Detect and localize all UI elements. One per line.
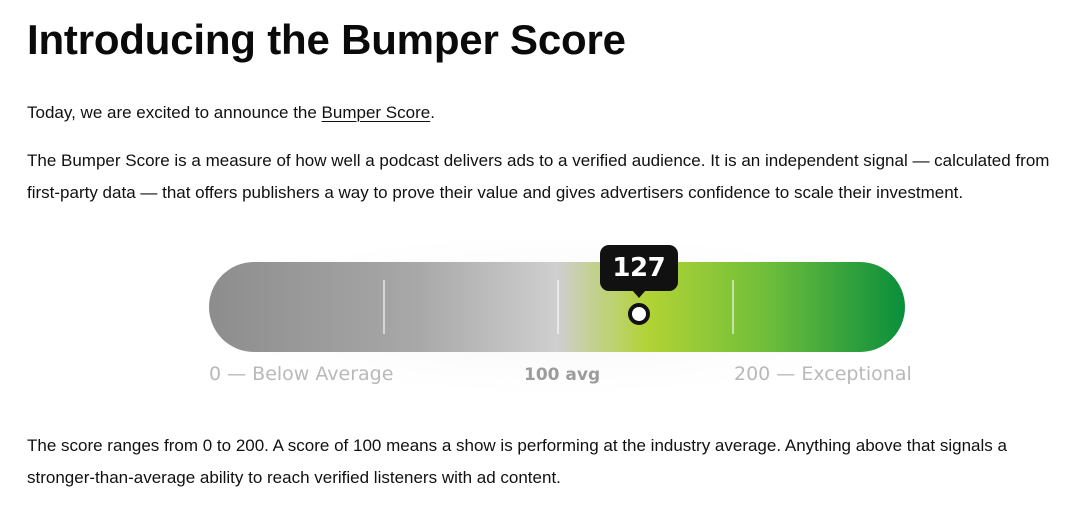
score-marker [627, 303, 650, 325]
gauge-track [209, 262, 905, 352]
intro-text-after: . [430, 103, 435, 122]
page-title: Introducing the Bumper Score [27, 16, 626, 63]
gauge-label-max: 200 — Exceptional [734, 363, 912, 385]
gauge-tick [557, 280, 559, 334]
intro-paragraph: Today, we are excited to announce the Bu… [27, 97, 435, 129]
explanation-paragraph: The score ranges from 0 to 200. A score … [27, 436, 1007, 487]
score-bubble-tail [631, 290, 646, 298]
score-bubble: 127 [599, 245, 678, 291]
gauge-label-min: 0 — Below Average [209, 363, 394, 385]
bumper-score-link[interactable]: Bumper Score [321, 103, 431, 122]
score-gauge: 127 0 — Below Average 100 avg 200 — Exce… [192, 232, 922, 397]
intro-text-before: Today, we are excited to announce the [27, 103, 322, 122]
description-paragraph: The Bumper Score is a measure of how wel… [27, 151, 1050, 202]
gauge-tick [383, 280, 385, 334]
gauge-tick [732, 280, 734, 334]
gauge-label-avg: 100 avg [524, 365, 601, 385]
